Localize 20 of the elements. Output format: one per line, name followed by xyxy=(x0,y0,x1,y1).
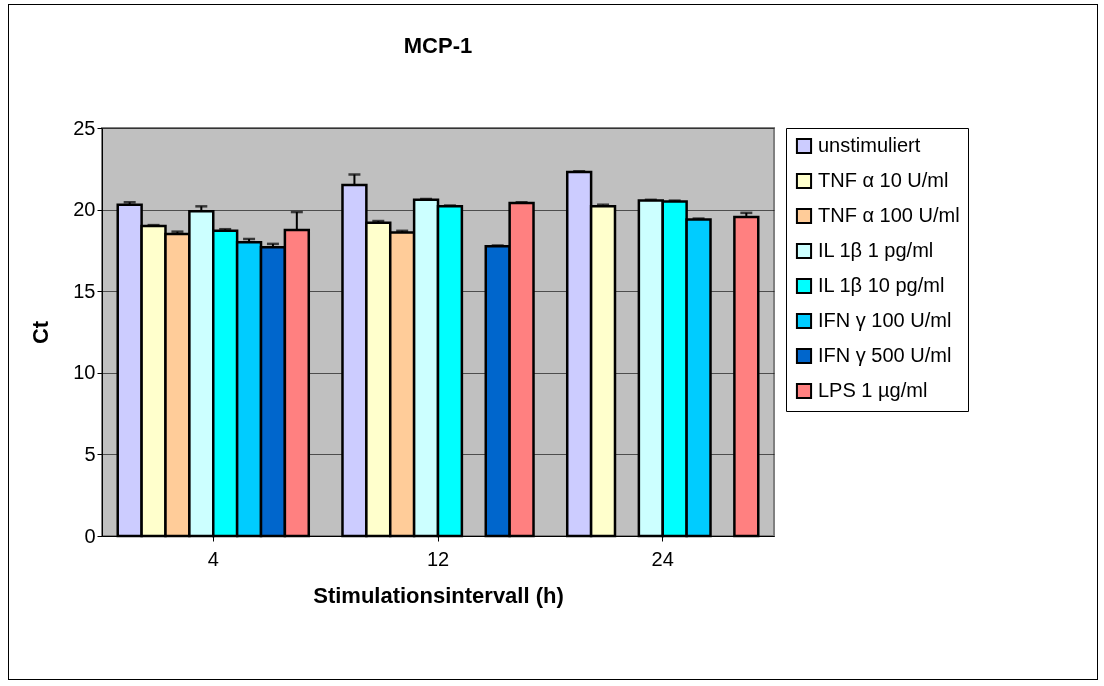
legend-label: IL 1β 10 pg/ml xyxy=(818,274,945,296)
x-tick-label: 4 xyxy=(207,547,219,570)
y-tick-label: 20 xyxy=(73,198,96,221)
legend-label: IFN γ 100 U/ml xyxy=(818,309,952,331)
x-tick-label: 24 xyxy=(651,547,674,570)
y-tick-label: 25 xyxy=(73,116,96,139)
legend-label: IFN γ 500 U/ml xyxy=(818,344,952,366)
legend-label: TNF α 100 U/ml xyxy=(818,204,960,226)
y-tick-label: 5 xyxy=(84,442,96,465)
legend-label: IL 1β 1 pg/ml xyxy=(818,239,934,261)
legend-label: unstimuliert xyxy=(818,134,921,156)
y-tick-label: 15 xyxy=(73,279,96,302)
legend-label: TNF α 10 U/ml xyxy=(818,169,949,191)
x-tick-label: 12 xyxy=(426,547,450,570)
y-tick-label: 0 xyxy=(84,524,96,547)
y-tick-label: 10 xyxy=(73,361,96,384)
legend-label: LPS 1 µg/ml xyxy=(818,379,928,401)
x-axis-title: Stimulationsintervall (h) xyxy=(313,582,564,608)
y-axis-title: Ct xyxy=(28,320,54,345)
chart-title: MCP-1 xyxy=(403,33,473,58)
